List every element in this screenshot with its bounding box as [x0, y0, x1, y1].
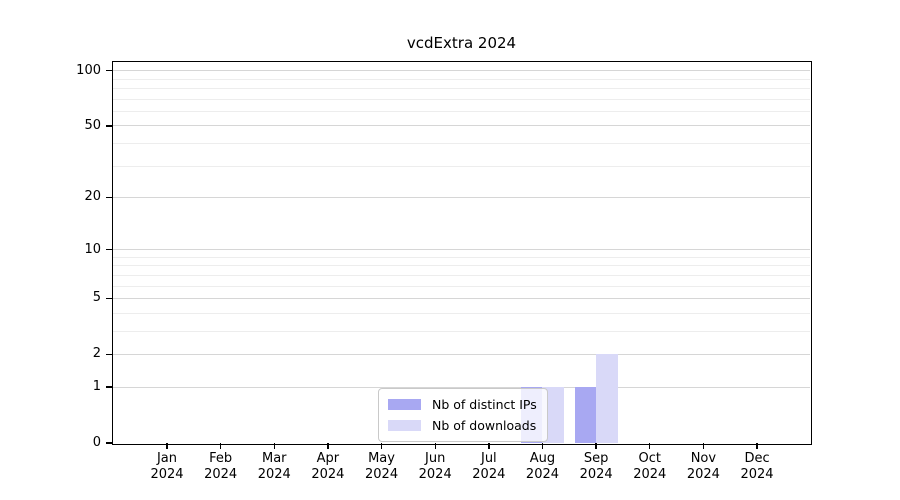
- x-axis-tick: [541, 443, 544, 449]
- month-label: Jul: [480, 451, 497, 466]
- gridline-major: [113, 297, 810, 299]
- month-label: Apr: [316, 451, 340, 466]
- bar-downloads: [596, 354, 618, 443]
- gridline-minor: [113, 78, 810, 80]
- month-label: Jan: [156, 451, 178, 466]
- x-axis-tick: [595, 443, 597, 449]
- y-axis-tick: [106, 196, 112, 199]
- x-axis-tick: [702, 443, 705, 449]
- x-axis-tick: [327, 443, 329, 449]
- y-axis-tick-label: 2: [92, 346, 101, 362]
- gridline-minor: [113, 274, 810, 276]
- y-axis-tick-label: 0: [92, 435, 101, 450]
- gridline-major: [113, 386, 810, 388]
- gridline-minor: [113, 88, 810, 90]
- x-axis-tick-label: Dec 2024: [727, 451, 787, 483]
- year-label: 2024: [579, 467, 613, 482]
- y-axis-tick: [106, 297, 112, 300]
- x-axis-tick: [380, 443, 383, 449]
- x-axis-tick-label: Apr 2024: [298, 451, 358, 483]
- x-axis-tick-label: Jan 2024: [137, 451, 197, 483]
- plot-area: Nb of distinct IPs Nb of downloads: [111, 60, 812, 445]
- x-axis-tick-label: Jul 2024: [459, 451, 519, 483]
- month-label: May: [368, 451, 395, 466]
- gridline-major: [113, 196, 810, 198]
- gridline-minor: [113, 312, 810, 314]
- x-axis-tick: [273, 443, 275, 449]
- month-label: Mar: [262, 451, 287, 466]
- y-axis-tick-label: 50: [84, 117, 101, 133]
- y-axis-tick: [106, 353, 112, 356]
- y-axis-tick: [106, 125, 112, 127]
- x-axis-tick-label: Feb 2024: [191, 451, 251, 483]
- y-axis-tick-label: 10: [84, 241, 101, 257]
- gridline-minor: [113, 110, 810, 112]
- year-label: 2024: [418, 467, 452, 482]
- month-label: Feb: [209, 451, 233, 466]
- x-axis-tick: [166, 443, 168, 449]
- x-axis-tick-label: Jun 2024: [405, 451, 465, 483]
- year-label: 2024: [311, 467, 345, 482]
- month-label: Dec: [744, 451, 770, 466]
- distinct-ips-swatch: [388, 399, 421, 410]
- month-label: Aug: [529, 451, 556, 466]
- legend-item-distinct-ips: Nb of distinct IPs: [388, 394, 537, 415]
- year-label: 2024: [257, 467, 291, 482]
- x-axis-tick: [434, 443, 436, 449]
- legend: Nb of distinct IPs Nb of downloads: [378, 388, 548, 442]
- x-axis-tick-label: Oct 2024: [620, 451, 680, 483]
- bar-downloads: [542, 387, 564, 443]
- y-axis-tick: [106, 442, 112, 444]
- gridline-major: [113, 125, 810, 127]
- x-axis-tick-label: Aug 2024: [512, 451, 572, 483]
- legend-label-downloads: Nb of downloads: [432, 418, 537, 433]
- gridline-minor: [113, 285, 810, 287]
- year-label: 2024: [525, 467, 560, 482]
- year-label: 2024: [686, 467, 720, 482]
- y-axis-tick-label: 20: [84, 189, 101, 205]
- month-label: Nov: [690, 451, 717, 466]
- y-axis-tick-label: 5: [92, 290, 101, 306]
- downloads-swatch: [388, 420, 421, 431]
- x-axis-tick: [488, 443, 490, 449]
- chart-title: vcdExtra 2024: [406, 34, 517, 52]
- year-label: 2024: [365, 467, 399, 482]
- gridline-minor: [113, 98, 810, 100]
- gridline-minor: [113, 330, 810, 332]
- x-axis-tick-label: Mar 2024: [244, 451, 304, 483]
- gridline-minor: [113, 165, 810, 167]
- y-axis-tick-label: 1: [92, 379, 101, 395]
- x-axis-tick-label: May 2024: [352, 451, 412, 483]
- x-axis-tick: [756, 443, 758, 449]
- year-label: 2024: [633, 467, 667, 482]
- x-axis-tick: [649, 443, 651, 449]
- legend-label-distinct-ips: Nb of distinct IPs: [432, 397, 537, 412]
- y-axis-tick: [106, 248, 112, 251]
- year-label: 2024: [472, 467, 506, 482]
- gridline-major: [113, 70, 810, 72]
- year-label: 2024: [204, 467, 238, 482]
- legend-item-downloads: Nb of downloads: [388, 415, 537, 436]
- x-axis-tick-label: Nov 2024: [673, 451, 733, 483]
- year-label: 2024: [150, 467, 184, 482]
- y-axis-tick: [106, 70, 112, 72]
- y-axis-tick: [106, 386, 112, 388]
- year-label: 2024: [740, 467, 774, 482]
- month-label: Jun: [425, 451, 446, 466]
- bar-distinct-ips: [574, 387, 597, 443]
- gridline-minor: [113, 143, 810, 144]
- y-axis-tick-label: 100: [76, 62, 101, 78]
- x-axis-tick: [219, 443, 222, 449]
- gridline-minor: [113, 265, 810, 267]
- gridline-major: [113, 353, 810, 355]
- month-label: Sep: [583, 451, 609, 466]
- gridline-major: [113, 249, 810, 251]
- month-label: Oct: [638, 451, 661, 466]
- gridline-minor: [113, 256, 810, 258]
- x-axis-tick-label: Sep 2024: [566, 451, 626, 483]
